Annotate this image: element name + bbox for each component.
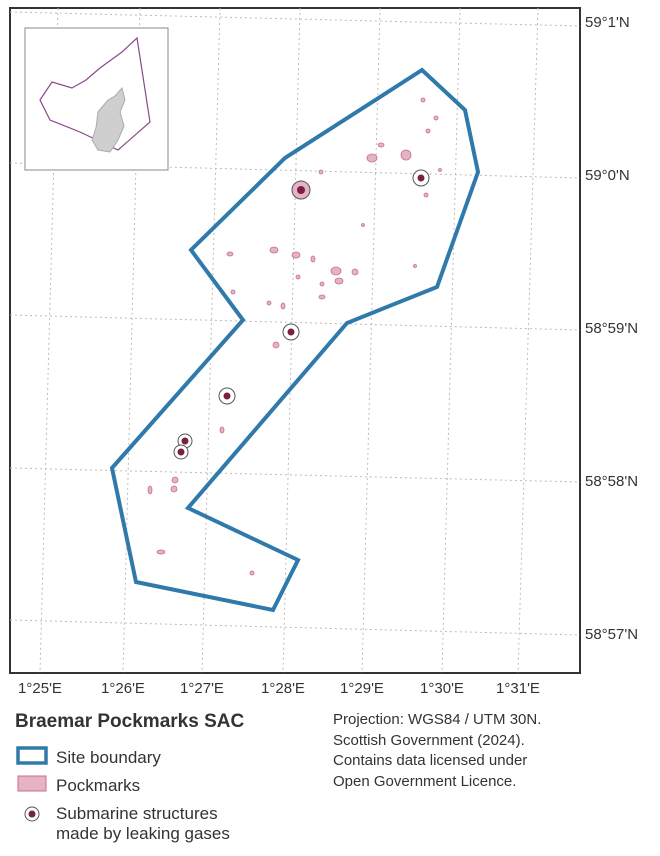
legend-item: Site boundary <box>56 748 161 767</box>
pockmarks <box>135 97 442 576</box>
attribution-line: Open Government Licence. <box>333 773 516 790</box>
legend-title: Braemar Pockmarks SAC <box>15 711 244 732</box>
lat-label: 58°59'N <box>585 320 638 337</box>
pockmark-swatch <box>17 775 47 792</box>
boundary-swatch <box>16 746 48 765</box>
lat-labels: 59°1'N 59°0'N 58°59'N 58°58'N 58°57'N <box>585 14 638 643</box>
lat-label: 58°57'N <box>585 626 638 643</box>
lon-label: 1°29'E <box>340 680 384 697</box>
lon-label: 1°28'E <box>261 680 305 697</box>
lon-labels: 1°25'E 1°26'E 1°27'E 1°28'E 1°29'E 1°30'… <box>18 680 540 697</box>
lon-label: 1°26'E <box>101 680 145 697</box>
site-boundary <box>109 67 481 613</box>
lon-label: 1°27'E <box>180 680 224 697</box>
lat-label: 59°1'N <box>585 14 630 31</box>
attribution-line: Scottish Government (2024). <box>333 732 525 749</box>
legend-item: Pockmarks <box>56 776 140 795</box>
lat-label: 58°58'N <box>585 473 638 490</box>
legend-item: made by leaking gases <box>56 824 230 843</box>
legend: Braemar Pockmarks SAC Site boundary Pock… <box>15 711 244 843</box>
attribution-line: Contains data licensed under <box>333 752 527 769</box>
lon-label: 1°31'E <box>496 680 540 697</box>
gas-structures <box>173 169 430 460</box>
attribution: Projection: WGS84 / UTM 30N. Scottish Go… <box>333 711 541 790</box>
map-frame <box>9 7 581 674</box>
attribution-line: Projection: WGS84 / UTM 30N. <box>333 711 541 728</box>
lon-label: 1°25'E <box>18 680 62 697</box>
legend-item: Submarine structures <box>56 804 218 823</box>
lon-label: 1°30'E <box>420 680 464 697</box>
gas-swatch <box>24 806 40 822</box>
inset-map <box>24 27 169 171</box>
lat-label: 59°0'N <box>585 167 630 184</box>
